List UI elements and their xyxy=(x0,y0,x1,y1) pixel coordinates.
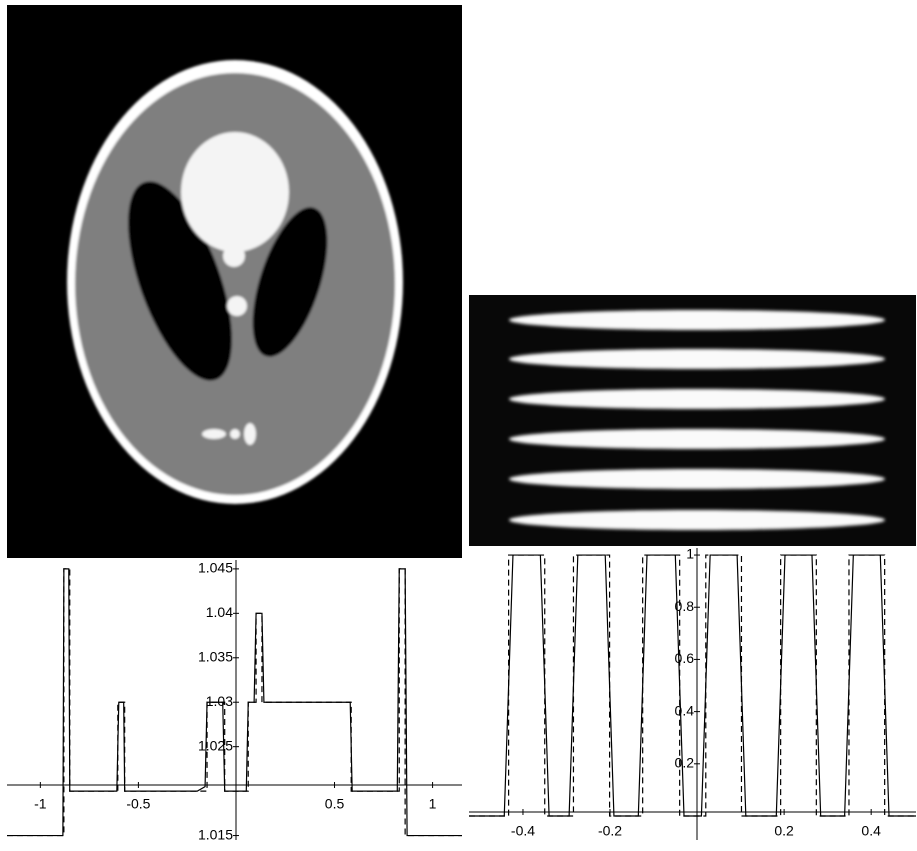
y-tick-label: 1.04 xyxy=(206,604,233,620)
y-tick-label: 1.035 xyxy=(198,648,233,664)
y-tick-label: 0.2 xyxy=(675,755,695,771)
y-tick-label: 0.4 xyxy=(675,702,695,718)
x-tick-label: 0.4 xyxy=(861,823,881,839)
y-tick-label: 1.015 xyxy=(198,826,233,842)
y-tick-label: 1.045 xyxy=(198,560,233,576)
figure: -1 -0.5 0.5 1 1.015 1.025 1.03 1.035 1.04 1.045 -0… xyxy=(0,0,917,846)
y-tick-label: 1.03 xyxy=(206,693,233,709)
x-tick-label: -0.5 xyxy=(126,796,150,812)
profile-plots: -1 -0.5 0.5 1 1.015 1.025 1.03 1.035 1.04 1.045 -0… xyxy=(7,546,916,843)
phantom-image xyxy=(7,5,462,558)
x-tick-label: -0.4 xyxy=(511,823,535,839)
x-tick-label: 0.5 xyxy=(325,796,345,812)
ellipse-image xyxy=(469,295,916,546)
x-tick-label: 0.2 xyxy=(774,823,794,839)
x-tick-label: -1 xyxy=(34,796,47,812)
y-tick-label: 1 xyxy=(686,546,694,562)
y-tick-label: 1.025 xyxy=(198,737,233,753)
y-tick-label: 0.6 xyxy=(675,650,695,666)
x-tick-label: 1 xyxy=(429,796,437,812)
x-tick-label: -0.2 xyxy=(598,823,622,839)
page: {"chart_data": [ {"type": "line", "xlim"… xyxy=(0,0,917,846)
plot: -1 -0.5 0.5 1 1.015 1.025 1.03 1.035 1.04 1.045 xyxy=(7,560,462,843)
